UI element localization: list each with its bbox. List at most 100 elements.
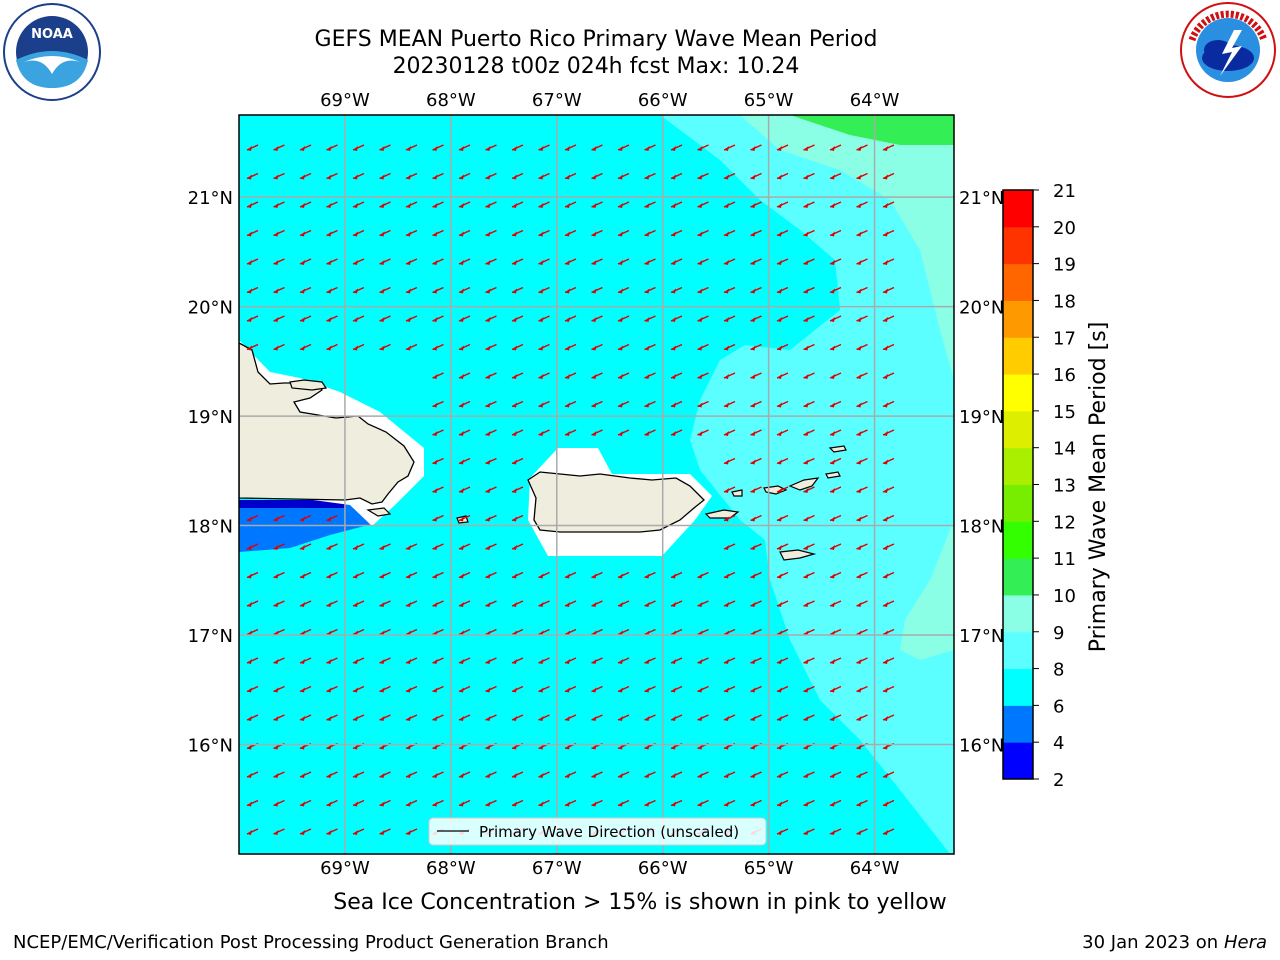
- wave-arrow: [617, 315, 630, 322]
- wave-arrow: [697, 571, 709, 579]
- wave-arrow: [511, 685, 524, 693]
- wave-arrow: [723, 258, 736, 265]
- wave-arrow: [776, 372, 789, 379]
- wave-arrow: [644, 172, 656, 180]
- wave-arrow: [776, 144, 789, 151]
- wave-arrow: [379, 628, 391, 636]
- wave-arrow: [564, 229, 577, 237]
- wave-arrow: [644, 429, 656, 436]
- wave-arrow: [538, 657, 550, 664]
- wave-arrow: [750, 144, 762, 151]
- wave-arrow: [299, 799, 312, 807]
- wave-arrow: [246, 685, 259, 693]
- wave-arrow: [352, 201, 365, 208]
- wave-arrow: [352, 258, 365, 265]
- wave-arrow: [670, 714, 683, 721]
- wave-arrow: [538, 571, 550, 579]
- wave-arrow: [405, 144, 418, 151]
- noaa-logo-text: NOAA: [31, 27, 73, 42]
- wave-arrow: [273, 286, 285, 294]
- wave-arrow: [432, 343, 444, 351]
- wave-arrow: [379, 258, 391, 265]
- wave-arrow: [458, 429, 471, 436]
- wave-arrow: [458, 372, 471, 379]
- wave-arrow: [405, 201, 418, 208]
- wave-arrow: [273, 771, 285, 778]
- wave-arrow: [856, 628, 868, 636]
- wave-arrow: [750, 429, 762, 436]
- wave-arrow: [803, 486, 815, 493]
- lat-label-right: 20°N: [959, 298, 1004, 319]
- wave-arrow: [432, 400, 444, 408]
- wave-arrow: [405, 828, 418, 835]
- wave-arrow: [246, 315, 259, 322]
- wave-arrow: [432, 486, 444, 493]
- wave-arrow: [723, 400, 736, 408]
- wave-arrow: [697, 286, 709, 294]
- wave-arrow: [564, 685, 577, 693]
- land-vieques: [704, 509, 740, 519]
- wave-arrow: [882, 315, 895, 322]
- wave-arrow: [723, 457, 736, 465]
- wave-arrow: [856, 172, 868, 180]
- wave-arrow: [803, 343, 815, 351]
- wave-arrow: [697, 172, 709, 180]
- wave-arrow: [485, 201, 497, 208]
- land-hispaniola: [239, 342, 415, 505]
- wave-arrow: [776, 771, 789, 778]
- wave-arrow: [485, 685, 497, 693]
- wave-arrow: [723, 429, 736, 436]
- wave-arrow: [829, 343, 842, 351]
- colorbar: 2 4 6 8 9 10 11 12 13 14 15 16 17 18 19 20 21: [1002, 181, 1076, 791]
- wave-arrow: [326, 172, 338, 180]
- wave-arrow: [458, 457, 471, 465]
- wave-arrow: [405, 343, 418, 351]
- wave-arrow: [511, 600, 524, 607]
- wave-arrow: [485, 628, 497, 636]
- nws-logo: [1180, 2, 1276, 98]
- wave-arrow: [670, 372, 683, 379]
- wave-arrow: [829, 201, 842, 208]
- wave-arrow: [882, 258, 895, 265]
- wave-arrow: [538, 714, 550, 721]
- wave-arrow: [379, 315, 391, 322]
- wave-arrow: [432, 315, 444, 322]
- wave-arrow: [776, 457, 789, 465]
- map-legend: Primary Wave Direction (unscaled): [428, 817, 767, 846]
- wave-arrow: [564, 343, 577, 351]
- wave-arrow: [697, 258, 709, 265]
- land-sombrero: [828, 445, 847, 453]
- wave-arrow: [326, 771, 338, 778]
- wave-arrow: [776, 400, 789, 408]
- footer-credit: NCEP/EMC/Verification Post Processing Pr…: [13, 932, 609, 953]
- wave-arrow: [458, 543, 471, 550]
- wave-arrow: [803, 571, 815, 579]
- wave-arrow: [776, 799, 789, 807]
- wave-arrow: [299, 258, 312, 265]
- wave-arrow: [326, 229, 338, 237]
- wave-arrow: [829, 828, 842, 835]
- wave-arrow: [299, 714, 312, 721]
- wave-arrow: [511, 628, 524, 636]
- wave-arrow: [829, 315, 842, 322]
- wave-arrow: [856, 799, 868, 807]
- wave-arrow: [432, 258, 444, 265]
- wave-arrow: [511, 799, 524, 807]
- wave-arrow: [617, 600, 630, 607]
- wave-arrow: [882, 828, 895, 835]
- wave-arrow: [246, 144, 259, 151]
- wave-arrow: [776, 600, 789, 607]
- lon-label-bottom: 67°W: [532, 858, 582, 879]
- colorbar-tick-label: 21: [1053, 181, 1076, 202]
- wave-arrow: [564, 429, 577, 436]
- wave-arrow: [829, 457, 842, 465]
- wave-arrow: [511, 429, 524, 436]
- wave-arrow: [856, 571, 868, 579]
- wave-arrow: [591, 571, 603, 579]
- wave-arrow: [246, 258, 259, 265]
- wave-arrow: [697, 685, 709, 693]
- wave-arrow: [882, 799, 895, 807]
- wave-arrow: [379, 600, 391, 607]
- wave-arrow: [856, 400, 868, 408]
